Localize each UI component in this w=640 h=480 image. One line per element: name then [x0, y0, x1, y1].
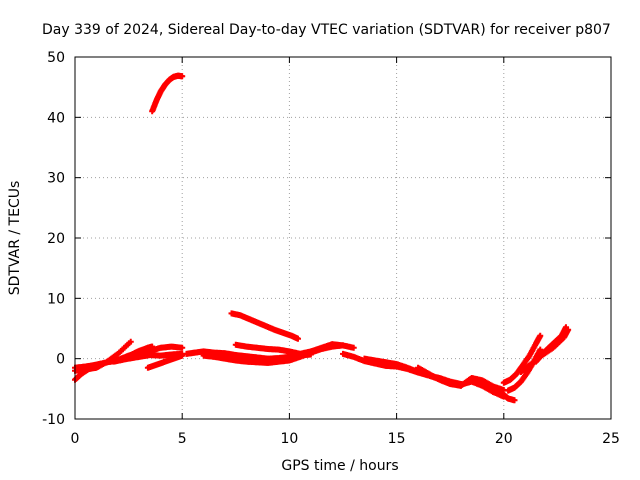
x-tick-label: 15	[388, 431, 406, 447]
series-arc-18	[532, 324, 569, 365]
data-point	[537, 346, 544, 353]
chart-title: Day 339 of 2024, Sidereal Day-to-day VTE…	[42, 22, 611, 38]
x-tick-label: 5	[178, 431, 187, 447]
axis-ticks	[74, 56, 612, 420]
data-point	[127, 338, 134, 345]
data-point	[149, 343, 156, 350]
x-tick-label: 10	[280, 431, 298, 447]
series-arc-6	[149, 72, 186, 115]
y-tick-labels: -10 0 10 20 30 40 50	[42, 50, 65, 428]
y-tick-label: 0	[56, 352, 65, 368]
data-point	[294, 335, 301, 342]
series-arc-5	[144, 352, 186, 371]
series-arc-4	[110, 343, 156, 365]
data-point	[350, 344, 357, 351]
y-tick-label: -10	[42, 412, 65, 428]
y-tick-label: 10	[47, 291, 65, 307]
x-axis-label: GPS time / hours	[281, 458, 398, 474]
data-point	[340, 342, 346, 349]
series-arc-9	[228, 310, 301, 342]
data-point	[179, 344, 186, 351]
y-tick-label: 20	[47, 231, 65, 247]
x-tick-label: 0	[71, 431, 80, 447]
y-tick-label: 50	[47, 50, 65, 66]
x-tick-label: 25	[602, 431, 620, 447]
x-tick-label: 20	[495, 431, 513, 447]
data-point	[562, 324, 569, 331]
data-point	[179, 73, 186, 80]
data-point	[511, 397, 518, 404]
data-points	[72, 72, 572, 404]
grid-lines	[75, 57, 611, 419]
series-arc-10	[232, 341, 346, 357]
data-point	[179, 352, 186, 359]
series-arc-3	[72, 338, 134, 374]
y-tick-label: 30	[47, 171, 65, 187]
data-point	[537, 332, 544, 339]
x-tick-labels: 0 5 10 15 20 25	[71, 431, 620, 447]
y-tick-label: 40	[47, 110, 65, 126]
series-arc-14	[490, 388, 518, 404]
y-axis-label: SDTVAR / TECUs	[7, 181, 23, 296]
series-arc-13	[415, 364, 507, 394]
